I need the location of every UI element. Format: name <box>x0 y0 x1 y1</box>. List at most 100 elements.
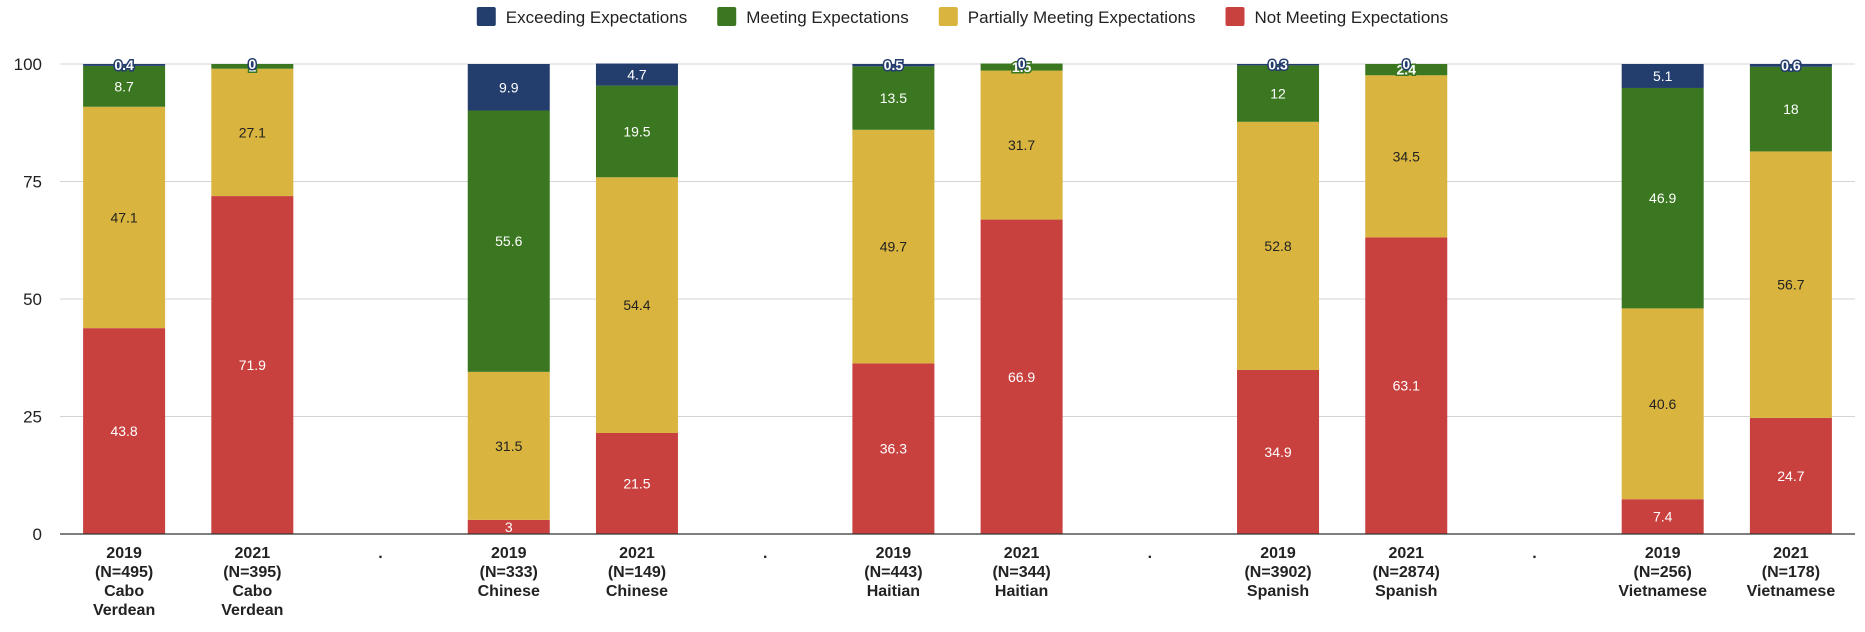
x-tick-label: . <box>1532 545 1536 562</box>
x-tick-label: . <box>378 545 382 562</box>
bar-segment <box>1365 75 1448 238</box>
data-label: 34.5 <box>1393 148 1420 164</box>
data-label: 18 <box>1783 101 1799 117</box>
data-label: 56.7 <box>1777 277 1804 293</box>
data-label: 31.5 <box>495 438 522 454</box>
data-label: 0.3 <box>1268 57 1288 73</box>
x-tick-label: . <box>763 545 767 562</box>
y-tick-label: 25 <box>23 408 42 427</box>
data-label: 9.9 <box>499 79 519 95</box>
x-tick-label: 2019 (N=333) Chinese <box>478 545 540 600</box>
y-tick-label: 100 <box>14 55 42 74</box>
data-label: 19.5 <box>623 123 650 139</box>
bar-segment <box>595 432 678 534</box>
x-tick-label: 2019 (N=495) Cabo Verdean <box>93 545 155 619</box>
x-tick-label: 2019 (N=3902) Spanish <box>1244 545 1311 600</box>
y-tick-label: 0 <box>33 525 42 544</box>
legend-label: Not Meeting Expectations <box>1255 8 1449 27</box>
bar-segment <box>980 63 1063 71</box>
legend-label: Meeting Expectations <box>746 8 909 27</box>
bar-segment <box>467 519 550 534</box>
x-tick-label: 2021 (N=178) Vietnamese <box>1747 545 1836 600</box>
data-label: 2.4 <box>1397 62 1417 78</box>
bar-segment <box>1237 369 1320 534</box>
x-tick-label: 2019 (N=256) Vietnamese <box>1618 545 1707 600</box>
bar-segment <box>467 64 550 111</box>
data-labels: 43.847.18.70.471.927.110331.555.69.921.5… <box>110 54 1804 535</box>
data-label: 7.4 <box>1653 509 1673 525</box>
bars <box>83 63 1832 534</box>
bar-segment <box>1365 237 1448 534</box>
x-tick-label: 2021 (N=2874) Spanish <box>1373 545 1440 600</box>
bar-segment <box>852 66 935 130</box>
data-label: 31.7 <box>1008 137 1035 153</box>
bar-segment <box>1749 417 1832 534</box>
legend-item: Not Meeting Expectations <box>1225 7 1449 27</box>
bar-segment <box>211 196 294 534</box>
bar-segment <box>1365 64 1448 76</box>
bar-segment <box>211 64 294 69</box>
data-label: 55.6 <box>495 233 522 249</box>
legend-label: Partially Meeting Expectations <box>968 8 1196 27</box>
gridlines <box>60 63 1855 417</box>
data-label: 1.5 <box>1012 59 1032 75</box>
bar-segment <box>83 65 166 107</box>
data-label: 13.5 <box>880 90 907 106</box>
bar-segment <box>1237 121 1320 370</box>
x-tick-label: 2021 (N=395) Cabo Verdean <box>221 545 283 619</box>
x-tick-label: 2019 (N=443) Haitian <box>864 545 922 600</box>
data-label: 52.8 <box>1264 238 1291 254</box>
bar-segment <box>1621 308 1704 500</box>
y-axis: 0 25 50 75 100 <box>14 55 42 544</box>
data-label: 40.6 <box>1649 396 1676 412</box>
x-axis: 2019 (N=495) Cabo Verdean 2021 (N=395) Cabo Ver… <box>60 533 1855 619</box>
bar-segment <box>980 219 1063 534</box>
data-label: 21.5 <box>623 475 650 491</box>
bar-segment <box>1237 65 1320 122</box>
data-label: 36.3 <box>880 441 907 457</box>
data-label: 0 <box>1402 56 1410 72</box>
bar-segment <box>852 64 935 67</box>
data-label: 46.9 <box>1649 190 1676 206</box>
data-label: 71.9 <box>239 357 266 373</box>
legend-item: Meeting Expectations <box>717 7 909 27</box>
data-label: 49.7 <box>880 239 907 255</box>
data-label: 0.6 <box>1781 57 1801 73</box>
legend-swatch <box>1225 7 1245 26</box>
legend: Exceeding Expectations Meeting Expectatio… <box>476 7 1449 27</box>
legend-item: Partially Meeting Expectations <box>938 7 1196 27</box>
data-label: 47.1 <box>110 209 137 225</box>
data-label: 12 <box>1270 86 1286 102</box>
bar-segment <box>595 177 678 433</box>
legend-swatch <box>938 7 958 26</box>
bar-segment <box>1237 64 1320 66</box>
bar-segment <box>83 106 166 329</box>
bar-segment <box>1621 64 1704 88</box>
x-tick-label: . <box>1148 545 1152 562</box>
data-label: 34.9 <box>1264 444 1291 460</box>
data-label: 43.8 <box>110 423 137 439</box>
data-label: 24.7 <box>1777 468 1804 484</box>
bar-segment <box>1621 499 1704 534</box>
bar-segment <box>83 328 166 534</box>
bar-segment <box>83 64 166 66</box>
data-label: 4.7 <box>627 67 647 83</box>
legend-label: Exceeding Expectations <box>506 8 687 27</box>
legend-item: Exceeding Expectations <box>476 7 687 27</box>
bar-segment <box>1749 66 1832 152</box>
legend-swatch <box>717 7 737 26</box>
data-label: 0 <box>248 56 256 72</box>
data-label: 5.1 <box>1653 68 1673 84</box>
bar-segment <box>1749 151 1832 418</box>
x-tick-label: 2021 (N=149) Chinese <box>606 545 668 600</box>
bar-segment <box>852 363 935 534</box>
bar-segment <box>467 371 550 520</box>
data-label: 27.1 <box>239 124 266 140</box>
data-label: 0 <box>1018 56 1026 72</box>
y-tick-label: 50 <box>23 290 42 309</box>
bar-segment <box>467 110 550 372</box>
data-label: 1 <box>248 58 256 74</box>
data-label: 8.7 <box>114 78 134 94</box>
bar-segment <box>980 70 1063 220</box>
